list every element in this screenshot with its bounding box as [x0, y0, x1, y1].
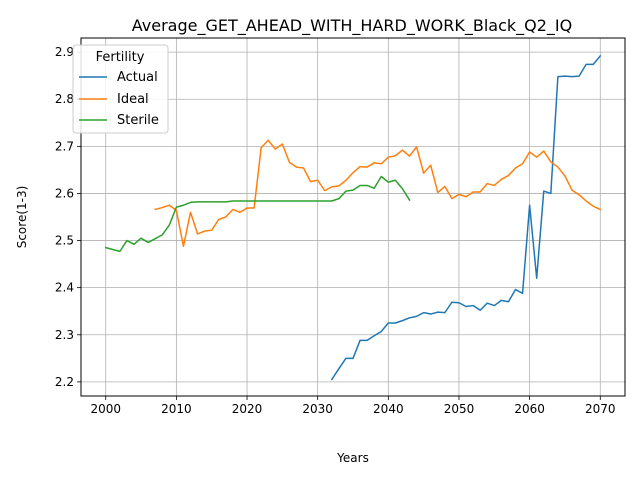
x-tick-label: 2040 — [373, 402, 404, 416]
legend: Fertility Actual Ideal Sterile — [72, 44, 169, 134]
y-tick-label: 2.4 — [55, 281, 74, 295]
series-layer — [104, 54, 602, 381]
legend-label-sterile: Sterile — [117, 113, 159, 128]
axes: 2000 2010 2020 2030 2040 2050 2060 2070 2.2 2.3 2.… — [55, 45, 616, 416]
x-tick-label: 2030 — [302, 402, 333, 416]
x-tick-label: 2060 — [514, 402, 545, 416]
series-line-sterile — [104, 175, 411, 253]
x-tick-label: 2070 — [585, 402, 616, 416]
legend-label-actual: Actual — [117, 70, 158, 85]
plot-frame — [80, 37, 626, 397]
series-line-actual — [330, 54, 602, 381]
y-tick-label: 2.7 — [55, 139, 74, 153]
y-tick-label: 2.3 — [55, 328, 74, 342]
legend-label-ideal: Ideal — [117, 92, 149, 107]
legend-box — [72, 44, 169, 134]
x-tick-label: 2000 — [90, 402, 121, 416]
x-tick-label: 2020 — [232, 402, 263, 416]
y-axis-label: Score(1-3) — [15, 186, 29, 249]
y-tick-label: 2.6 — [55, 186, 74, 200]
y-tick-label: 2.2 — [55, 375, 74, 389]
chart-title: Average_GET_AHEAD_WITH_HARD_WORK_Black_Q… — [132, 16, 573, 36]
series-line-ideal — [154, 139, 602, 247]
x-axis-label: Years — [336, 451, 369, 465]
y-tick-label: 2.9 — [55, 45, 74, 59]
legend-title: Fertility — [96, 50, 145, 65]
y-tick-label: 2.5 — [55, 234, 74, 248]
y-tick-label: 2.8 — [55, 92, 74, 106]
x-tick-label: 2010 — [161, 402, 192, 416]
x-tick-label: 2050 — [444, 402, 475, 416]
grid-lines — [81, 38, 625, 396]
